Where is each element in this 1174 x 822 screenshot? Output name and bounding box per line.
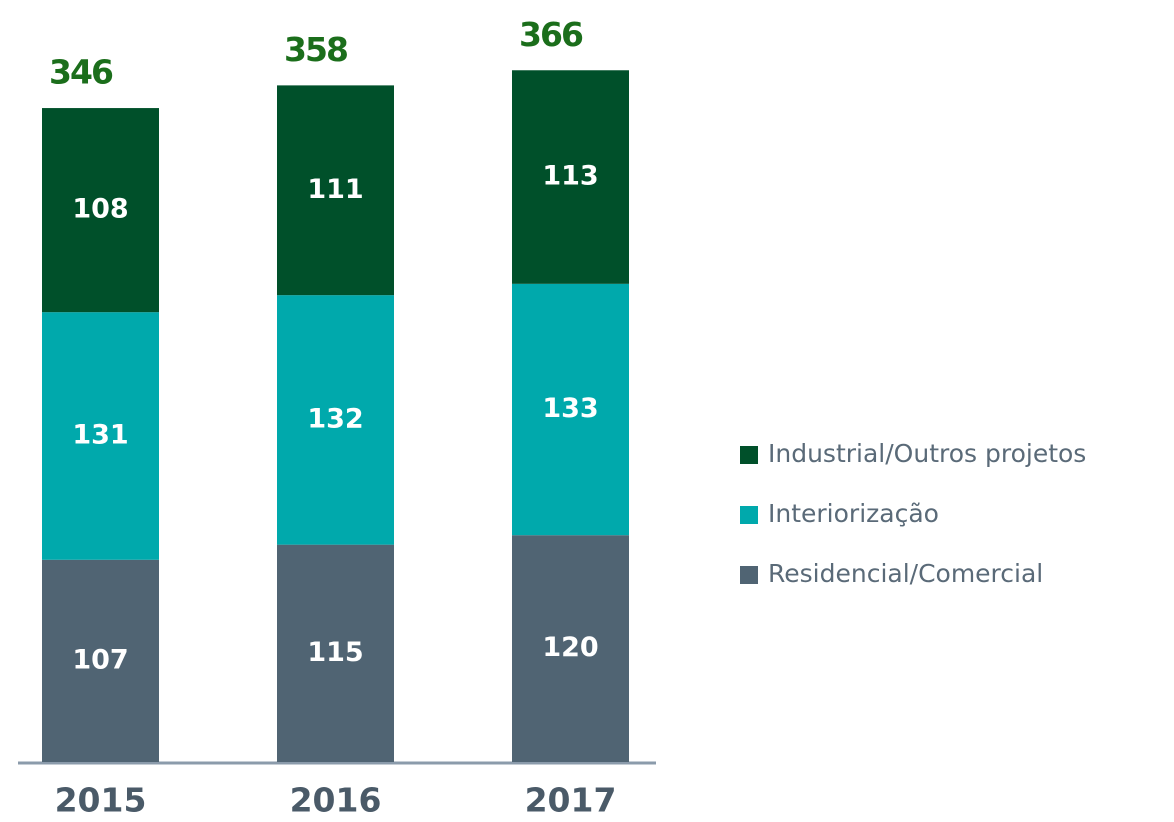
legend-label: Industrial/Outros projetos (768, 439, 1086, 468)
bar-segment (42, 108, 159, 313)
bar-segment (512, 283, 629, 536)
legend-label: Residencial/Comercial (768, 559, 1043, 588)
x-tick-label: 2016 (290, 781, 382, 820)
bar-segment (277, 544, 394, 762)
x-tick-label: 2015 (55, 781, 147, 820)
total-label: 346 (49, 53, 113, 92)
segment-label: 111 (307, 174, 363, 205)
bar-segment (42, 312, 159, 560)
legend-swatch (740, 446, 758, 464)
segment-label: 107 (72, 644, 128, 675)
segment-label: 132 (307, 403, 363, 434)
segment-label: 115 (307, 637, 363, 668)
bar-segment (277, 85, 394, 296)
bar-segment (512, 535, 629, 762)
segment-label: 120 (542, 632, 598, 663)
segment-label: 133 (542, 393, 598, 424)
legend-swatch (740, 506, 758, 524)
total-label: 358 (284, 30, 347, 69)
legend-swatch (740, 566, 758, 584)
total-label: 366 (519, 15, 583, 54)
segment-label: 108 (72, 194, 128, 225)
x-tick-label: 2017 (525, 781, 617, 820)
segment-label: 131 (72, 419, 128, 450)
segment-label: 113 (542, 161, 598, 192)
legend-label: Interiorização (768, 499, 939, 528)
bar-segment (277, 295, 394, 545)
bar-segment (512, 70, 629, 284)
bar-segment (42, 559, 159, 762)
